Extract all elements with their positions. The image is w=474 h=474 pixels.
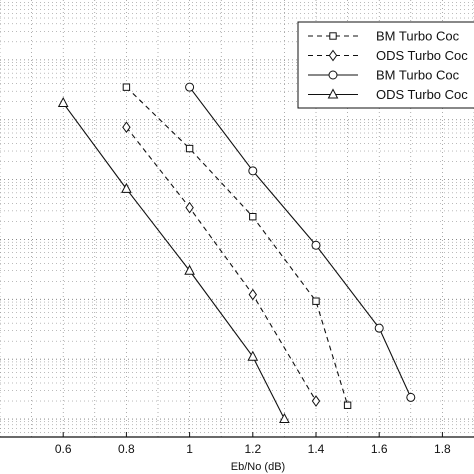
legend-label: BM Turbo Coc [376, 29, 460, 44]
legend-entry: BM Turbo Coc [308, 68, 460, 83]
data-point-circle [374, 323, 384, 333]
data-point-triangle [57, 96, 69, 108]
data-point-square [185, 144, 194, 153]
legend: BM Turbo Coc ODS Turbo Coc BM Turbo Coc ODS… [297, 21, 474, 109]
data-point-circle [248, 166, 258, 176]
data-point-triangle [327, 88, 339, 99]
series-3 [185, 82, 416, 402]
data-point-triangle [121, 182, 132, 193]
data-point-diamond [248, 288, 258, 301]
data-point-square [122, 83, 131, 91]
legend-entry: BM Turbo Coc [308, 29, 460, 44]
x-tick-label: 1 [186, 442, 193, 456]
x-tick-label: 0.6 [55, 442, 72, 456]
series-layer [57, 82, 416, 424]
legend-entry: ODS Turbo Coc [308, 48, 468, 63]
x-tick-label: 1.2 [244, 442, 261, 456]
data-point-circle [185, 82, 195, 92]
data-point-diamond [122, 121, 131, 134]
series-line [62, 102, 285, 420]
series-2 [122, 121, 321, 407]
data-point-diamond [328, 49, 338, 62]
legend-label: BM Turbo Coc [376, 68, 460, 83]
x-tick-label: 0.8 [118, 442, 135, 456]
legend-label: ODS Turbo Coc [376, 48, 468, 63]
data-point-square [343, 401, 352, 409]
data-point-circle [328, 70, 338, 80]
legend-entry: ODS Turbo Coc [308, 87, 468, 102]
data-point-square [249, 212, 257, 221]
x-axis-label: Eb/No (dB) [231, 461, 285, 473]
data-point-triangle [184, 264, 195, 275]
data-point-square [329, 32, 337, 40]
series-1 [122, 83, 352, 409]
data-point-triangle [279, 412, 290, 424]
data-point-circle [406, 392, 416, 402]
series-4 [57, 96, 290, 424]
series-line [125, 126, 317, 402]
data-point-diamond [311, 395, 321, 407]
data-point-circle [311, 240, 321, 250]
data-point-triangle [247, 350, 259, 361]
x-tick-label: 1.8 [434, 442, 451, 456]
x-tick-label: 1.4 [308, 442, 325, 456]
legend-label: ODS Turbo Coc [376, 87, 468, 102]
data-point-square [312, 297, 320, 305]
axes: 0.6 0.8 1 1.2 1.4 1.6 1.8 [0, 432, 474, 456]
data-point-diamond [185, 201, 194, 214]
x-tick-label: 1.6 [371, 442, 388, 456]
